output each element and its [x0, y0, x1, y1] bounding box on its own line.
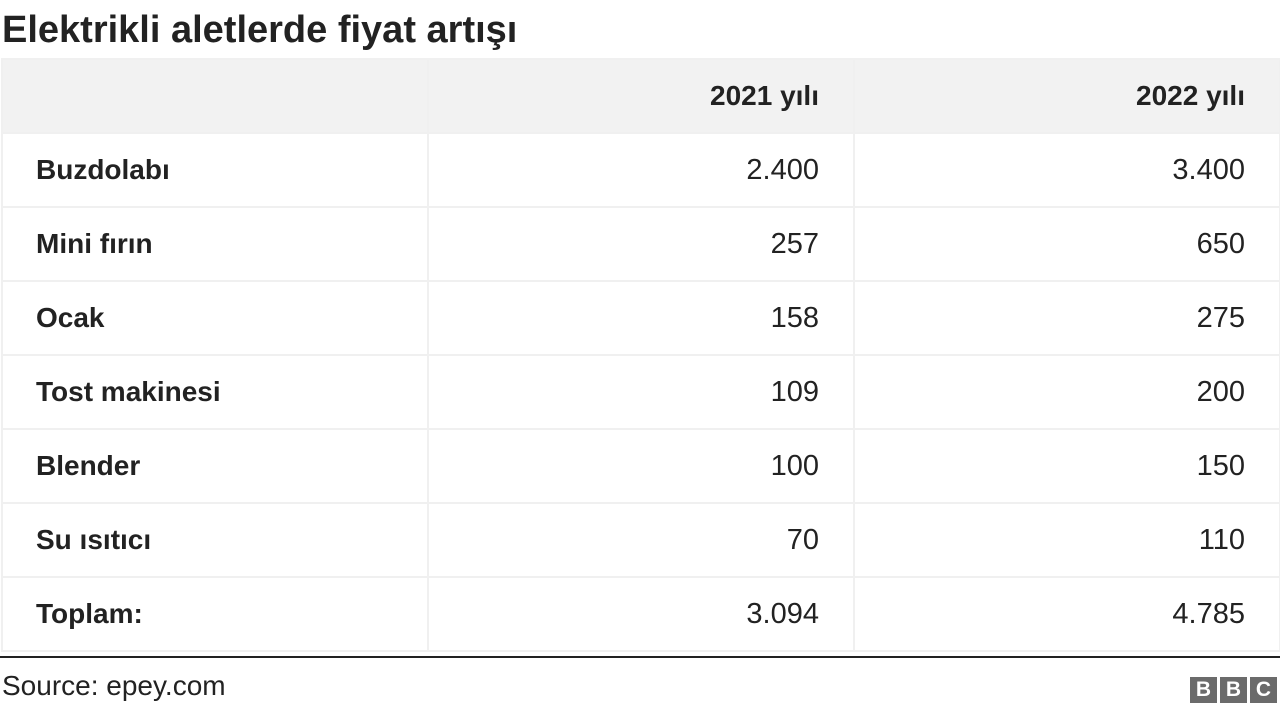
logo-letter: C	[1250, 677, 1277, 703]
table-cell: 109	[427, 354, 855, 430]
column-header: 2022 yılı	[853, 58, 1280, 134]
table-cell: 200	[853, 354, 1280, 430]
source-note: Source: epey.com	[2, 670, 226, 701]
table-cell: 650	[853, 206, 1280, 282]
logo-letter: B	[1220, 677, 1247, 703]
row-label: Mini fırın	[1, 206, 429, 282]
row-label: Toplam:	[1, 576, 429, 652]
table-cell: 275	[853, 280, 1280, 356]
table-cell: 110	[853, 502, 1280, 578]
table-row: Tost makinesi 109 200	[1, 354, 1280, 430]
table-row: Su ısıtıcı 70 110	[1, 502, 1280, 578]
table-row: Blender 100 150	[1, 428, 1280, 504]
row-label: Blender	[1, 428, 429, 504]
row-label: Su ısıtıcı	[1, 502, 429, 578]
table-cell: 3.094	[427, 576, 855, 652]
table-row: Ocak 158 275	[1, 280, 1280, 356]
table-header-row: 2021 yılı 2022 yılı	[1, 58, 1280, 134]
row-label: Tost makinesi	[1, 354, 429, 430]
table-row: Buzdolabı 2.400 3.400	[1, 132, 1280, 208]
table-cell: 70	[427, 502, 855, 578]
footer-divider	[0, 656, 1280, 658]
column-header	[1, 58, 429, 134]
table-cell: 100	[427, 428, 855, 504]
table-cell: 158	[427, 280, 855, 356]
table-cell: 3.400	[853, 132, 1280, 208]
table-cell: 4.785	[853, 576, 1280, 652]
price-table: 2021 yılı 2022 yılı Buzdolabı 2.400 3.400 M…	[1, 58, 1280, 652]
column-header: 2021 yılı	[427, 58, 855, 134]
table-cell: 2.400	[427, 132, 855, 208]
bbc-logo: B B C	[1190, 677, 1277, 703]
table-row: Toplam: 3.094 4.785	[1, 576, 1280, 652]
table-cell: 150	[853, 428, 1280, 504]
table-row: Mini fırın 257 650	[1, 206, 1280, 282]
chart-title: Elektrikli aletlerde fiyat artışı	[2, 9, 518, 51]
row-label: Ocak	[1, 280, 429, 356]
logo-letter: B	[1190, 677, 1217, 703]
row-label: Buzdolabı	[1, 132, 429, 208]
table-cell: 257	[427, 206, 855, 282]
